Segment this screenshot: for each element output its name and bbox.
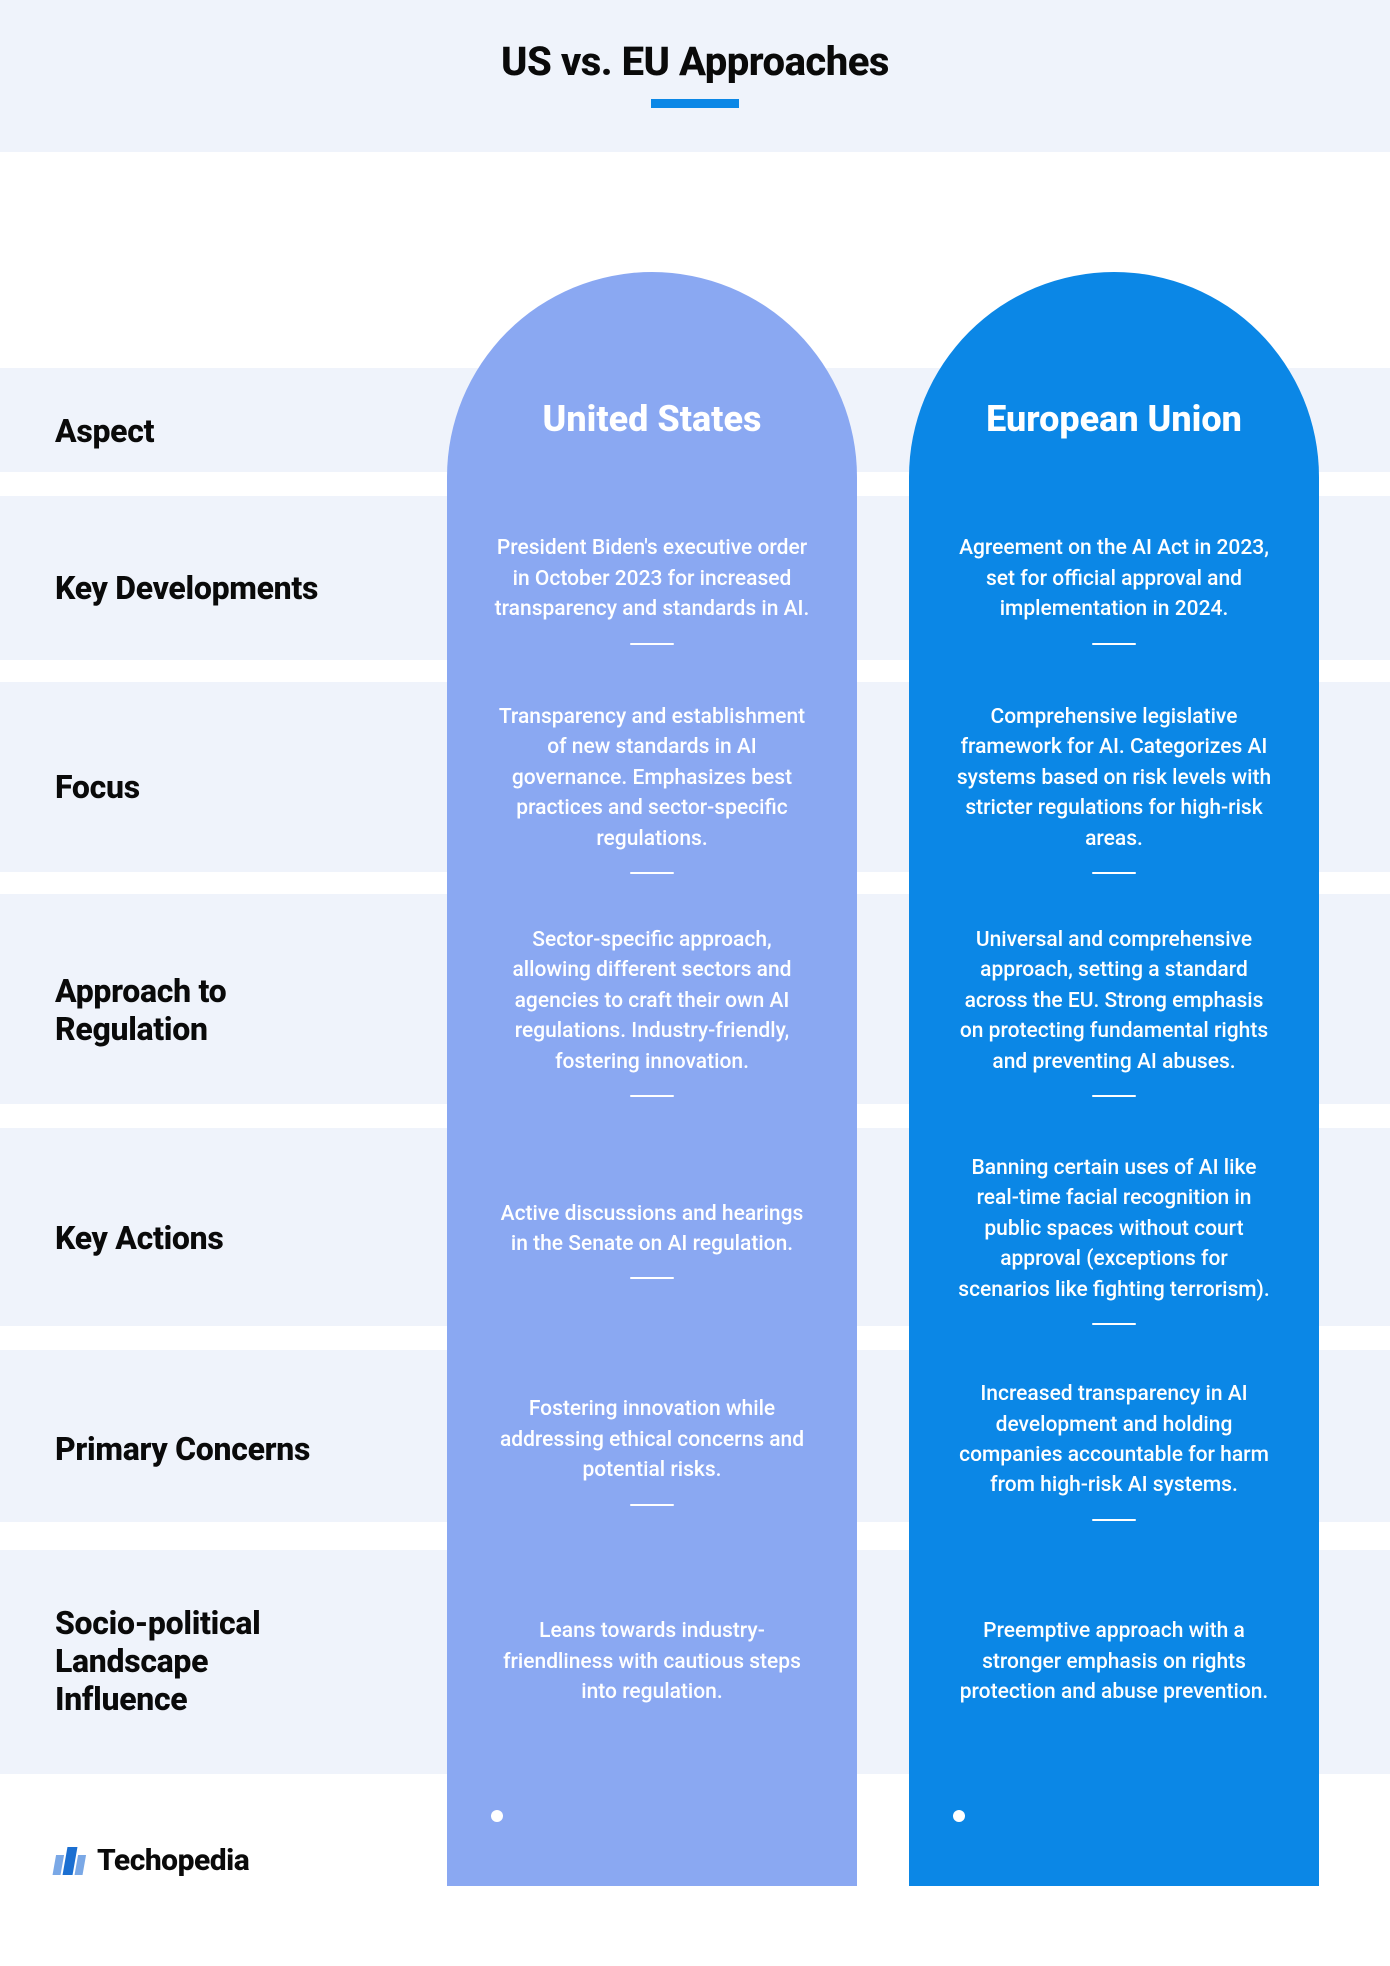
row-label: Focus (55, 682, 335, 894)
cell-divider (630, 1095, 674, 1097)
cell-divider (1092, 643, 1136, 645)
row-label: Socio-political Landscape Influence (55, 1550, 335, 1774)
end-dot-icon (953, 1810, 965, 1822)
labels-column: AspectKey DevelopmentsFocusApproach to R… (55, 272, 395, 1886)
row-label: Key Developments (55, 496, 335, 682)
us-cell: Leans towards industry-friendliness with… (491, 1550, 813, 1774)
us-column: United States President Biden's executiv… (447, 272, 857, 1886)
eu-cell: Preemptive approach with a stronger emph… (953, 1550, 1275, 1774)
eu-cell: Agreement on the AI Act in 2023, set for… (953, 496, 1275, 682)
eu-cell: Banning certain uses of AI like real-tim… (953, 1128, 1275, 1350)
us-cell-text: Leans towards industry-friendliness with… (491, 1616, 813, 1707)
us-cell: Sector-specific approach, allowing diffe… (491, 894, 813, 1128)
page-title: US vs. EU Approaches (0, 38, 1390, 85)
cell-divider (1092, 1519, 1136, 1521)
cell-divider (630, 872, 674, 874)
row-label: Primary Concerns (55, 1350, 335, 1550)
us-cell: Fostering innovation while addressing et… (491, 1350, 813, 1550)
cell-divider (1092, 1095, 1136, 1097)
eu-cell-text: Increased transparency in AI development… (953, 1379, 1275, 1501)
eu-cell-text: Agreement on the AI Act in 2023, set for… (953, 533, 1275, 624)
us-cell: Active discussions and hearings in the S… (491, 1128, 813, 1350)
footer-logo: Techopedia (55, 1843, 249, 1878)
eu-cell-text: Universal and comprehensive approach, se… (953, 925, 1275, 1077)
us-cell-text: Active discussions and hearings in the S… (491, 1199, 813, 1260)
row-label: Approach to Regulation (55, 894, 335, 1128)
eu-cell: Comprehensive legislative framework for … (953, 682, 1275, 894)
cell-divider (1092, 1323, 1136, 1325)
us-cell-text: President Biden's executive order in Oct… (491, 533, 813, 624)
end-dot-icon (491, 1810, 503, 1822)
us-cell-text: Transparency and establishment of new st… (491, 702, 813, 854)
us-cell: President Biden's executive order in Oct… (491, 496, 813, 682)
us-header: United States (447, 398, 857, 440)
cell-divider (630, 1504, 674, 1506)
title-underline (651, 99, 739, 108)
us-cell: Transparency and establishment of new st… (491, 682, 813, 894)
eu-cell-text: Banning certain uses of AI like real-tim… (953, 1153, 1275, 1305)
us-cell-text: Fostering innovation while addressing et… (491, 1394, 813, 1485)
main-content: AspectKey DevelopmentsFocusApproach to R… (0, 152, 1390, 1966)
eu-cell-text: Comprehensive legislative framework for … (953, 702, 1275, 854)
eu-column: European Union Agreement on the AI Act i… (909, 272, 1319, 1886)
eu-header: European Union (909, 398, 1319, 440)
logo-text: Techopedia (97, 1843, 249, 1878)
header-bar: US vs. EU Approaches (0, 0, 1390, 152)
row-label: Aspect (55, 368, 395, 496)
comparison-grid: AspectKey DevelopmentsFocusApproach to R… (0, 272, 1390, 1886)
cell-divider (630, 643, 674, 645)
eu-cell: Universal and comprehensive approach, se… (953, 894, 1275, 1128)
cell-divider (1092, 872, 1136, 874)
cell-divider (630, 1277, 674, 1279)
eu-cell: Increased transparency in AI development… (953, 1350, 1275, 1550)
us-cell-text: Sector-specific approach, allowing diffe… (491, 925, 813, 1077)
eu-cell-text: Preemptive approach with a stronger emph… (953, 1616, 1275, 1707)
row-label: Key Actions (55, 1128, 335, 1350)
logo-icon (53, 1847, 88, 1875)
